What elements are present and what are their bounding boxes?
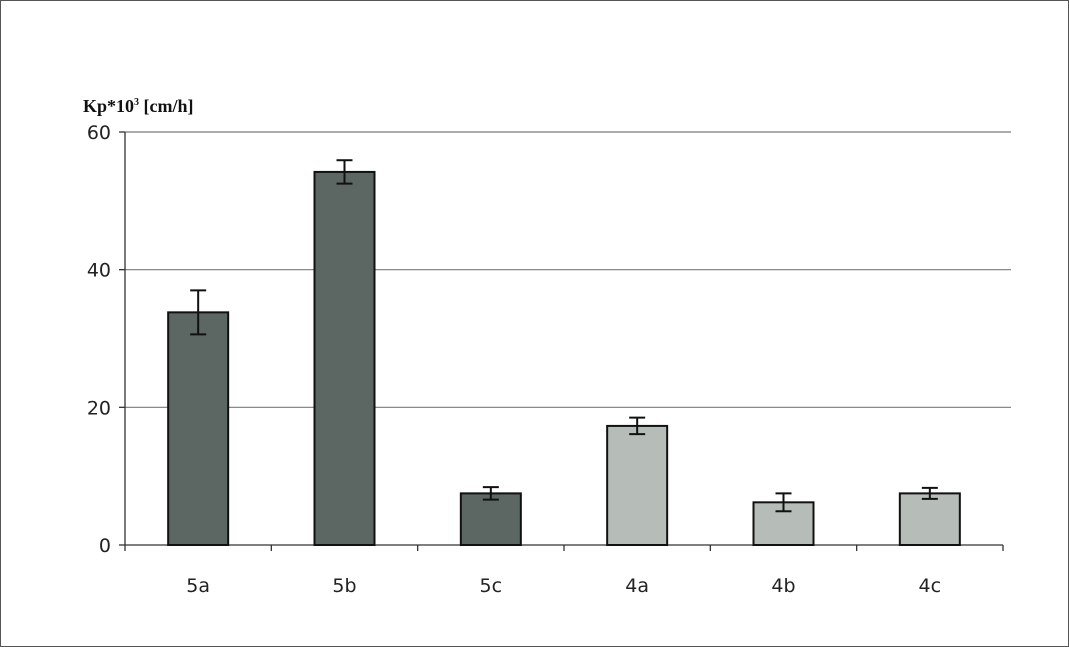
x-tick-label: 4a	[625, 575, 649, 597]
y-tick-label: 0	[99, 535, 111, 557]
bars	[167, 170, 961, 546]
y-axis-label-main: Kp*10	[83, 96, 135, 116]
x-tick-label: 4b	[771, 575, 795, 597]
x-tick-label: 5c	[480, 575, 503, 597]
y-axis-label: Kp*103 [cm/h]	[83, 96, 194, 117]
x-tick-label: 4c	[919, 575, 942, 597]
error-bars	[190, 159, 938, 513]
y-axis-label-unit: [cm/h]	[139, 96, 194, 116]
y-axis-label-exponent: 3	[134, 97, 140, 108]
bar-5b	[313, 170, 376, 546]
tick-labels: 0 20 40 60 5a 5b 5c 4a 4b 4c	[87, 122, 941, 597]
x-tick-label: 5a	[186, 575, 210, 597]
y-tick-label: 60	[87, 122, 111, 144]
bar-4c	[898, 492, 961, 546]
y-tick-label: 40	[87, 260, 111, 282]
axes	[119, 131, 1004, 551]
bar-4a	[606, 424, 669, 546]
y-tick-label: 20	[87, 397, 111, 419]
bar-5a	[167, 311, 230, 546]
gridlines	[125, 131, 1011, 408]
bar-5c	[459, 492, 522, 546]
x-tick-label: 5b	[332, 575, 356, 597]
